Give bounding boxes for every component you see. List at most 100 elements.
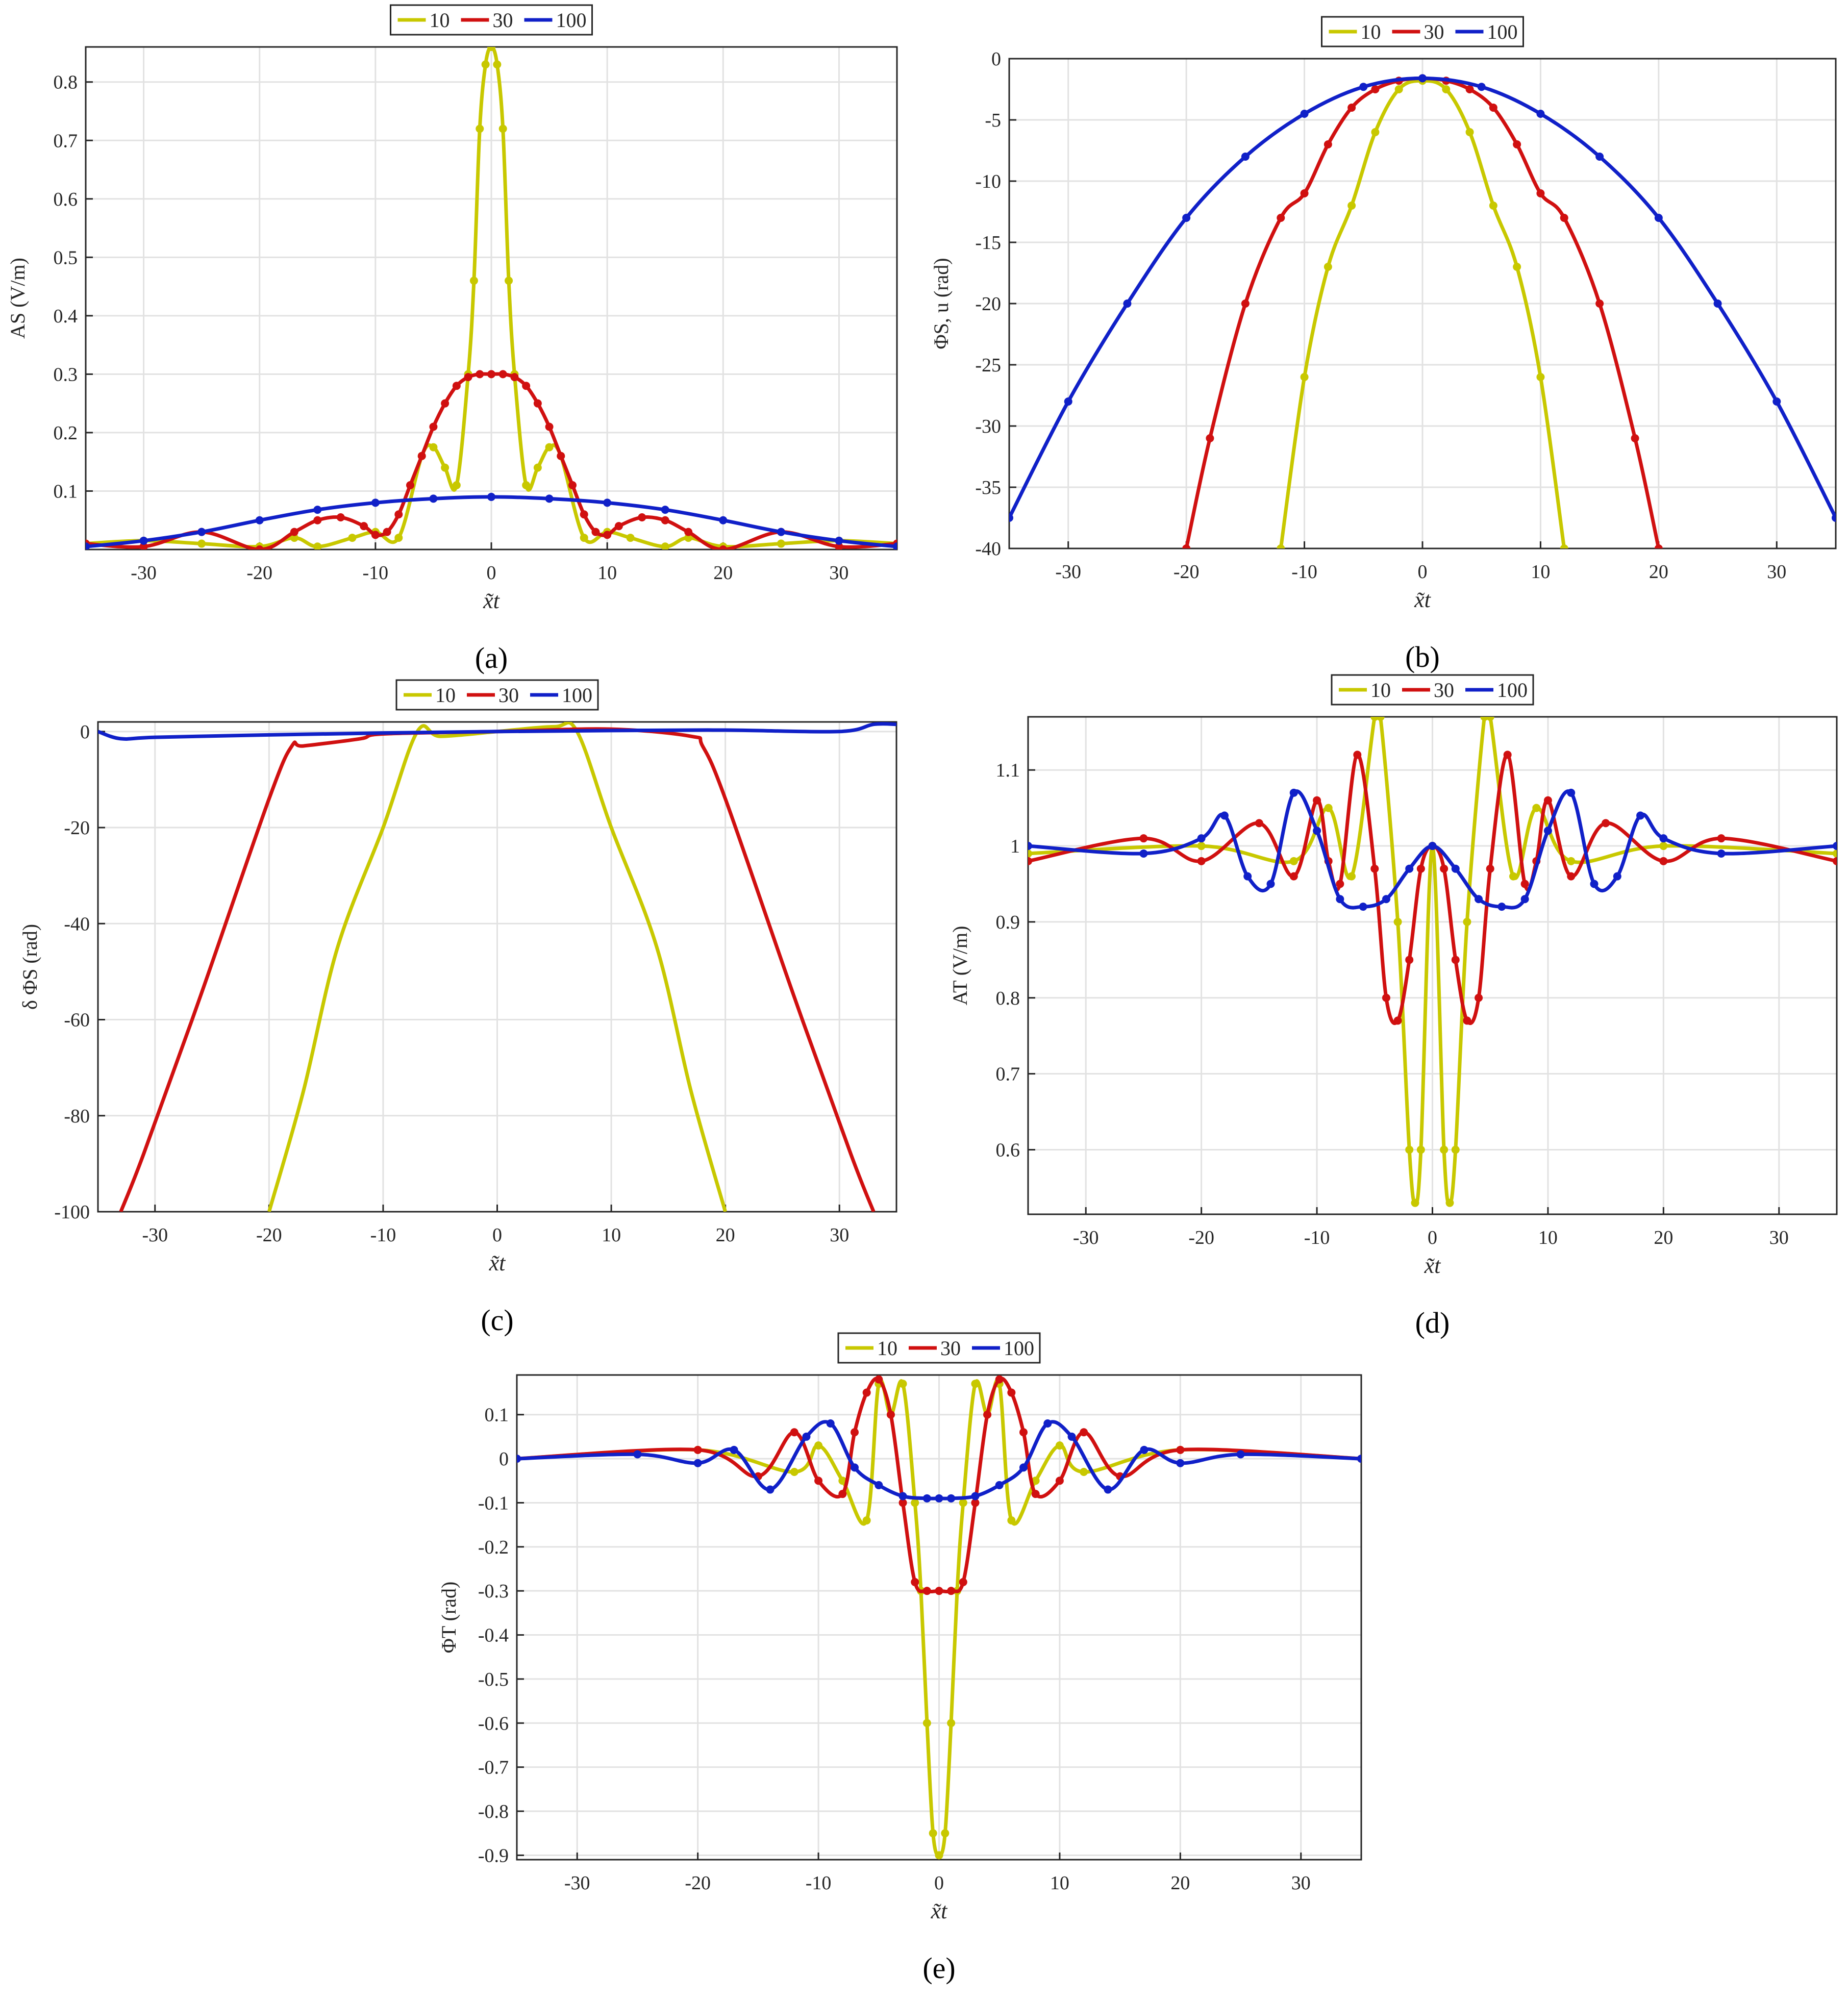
x-tick-label: 10 (1531, 561, 1550, 583)
data-point-30 (464, 373, 472, 382)
legend-label-10: 10 (877, 1337, 897, 1360)
data-point-30 (995, 1375, 1004, 1384)
x-tick-label: 20 (716, 1224, 735, 1246)
data-point-10 (1300, 373, 1309, 381)
data-point-100 (1405, 864, 1414, 873)
data-point-100 (1713, 299, 1722, 308)
x-axis-label: x̃t (1414, 587, 1432, 612)
data-point-10 (1465, 128, 1474, 136)
data-point-30 (360, 522, 368, 531)
data-point-10 (1833, 849, 1837, 858)
panel-label: (b) (1405, 640, 1440, 673)
data-point-30 (790, 1428, 798, 1437)
x-tick-label: 20 (1649, 561, 1668, 583)
legend-label-10: 10 (435, 684, 456, 707)
legend: 10 30 100 (395, 679, 599, 711)
y-tick-label: -30 (975, 416, 1001, 437)
data-point-100 (693, 1459, 702, 1467)
data-point-30 (557, 452, 565, 460)
legend-label-100: 100 (556, 9, 587, 32)
data-point-30 (911, 1578, 919, 1586)
data-point-10 (505, 277, 513, 285)
data-point-100 (1477, 83, 1486, 91)
data-point-100 (545, 494, 554, 503)
data-point-100 (1536, 110, 1545, 118)
data-point-30 (1080, 1428, 1088, 1437)
data-point-100 (1475, 895, 1483, 904)
series-line-100 (98, 722, 896, 741)
x-tick-label: -20 (1188, 1227, 1214, 1248)
data-point-10 (838, 1477, 847, 1485)
data-point-30 (1370, 864, 1379, 873)
x-axis-label: x̃t (489, 1250, 507, 1275)
data-point-30 (568, 481, 577, 490)
data-point-30 (1300, 189, 1309, 197)
data-point-10 (498, 124, 507, 133)
data-point-10 (1442, 85, 1451, 93)
y-axis-label: AT (V/m) (948, 926, 971, 1006)
data-point-100 (487, 492, 495, 501)
data-point-10 (481, 60, 490, 69)
data-point-10 (1323, 263, 1332, 271)
x-tick-label: -20 (1173, 561, 1200, 583)
data-point-30 (533, 399, 542, 408)
data-point-30 (959, 1578, 967, 1586)
x-tick-label: -10 (806, 1872, 832, 1894)
x-tick-label: 10 (597, 562, 617, 584)
y-tick-label: -100 (54, 1202, 90, 1223)
data-point-100 (1123, 299, 1132, 308)
data-point-10 (929, 1829, 937, 1838)
data-point-30 (1241, 299, 1250, 308)
plot-area (1028, 717, 1837, 1207)
data-point-30 (1336, 880, 1344, 888)
data-point-10 (1532, 804, 1541, 812)
data-point-30 (1255, 819, 1263, 828)
data-point-30 (1277, 214, 1285, 222)
y-tick-label: -20 (975, 293, 1001, 315)
x-tick-label: -30 (1055, 561, 1081, 583)
data-point-100 (1043, 1419, 1052, 1428)
data-point-30 (545, 422, 554, 431)
data-point-100 (947, 1494, 956, 1503)
data-point-10 (533, 463, 542, 472)
data-point-100 (1104, 1485, 1112, 1494)
x-tick-label: 0 (934, 1872, 944, 1894)
data-point-100 (1336, 895, 1344, 904)
y-tick-label: 0.1 (485, 1405, 509, 1426)
data-point-30 (1717, 834, 1726, 843)
data-point-10 (1007, 1516, 1016, 1524)
data-point-30 (452, 382, 461, 390)
data-point-10 (545, 443, 554, 452)
x-tick-label: -30 (1073, 1227, 1099, 1248)
data-point-30 (875, 1375, 883, 1384)
data-point-30 (394, 510, 403, 519)
data-point-100 (995, 1481, 1004, 1489)
x-tick-label: 20 (1170, 1872, 1190, 1894)
panel-label: (e) (922, 1952, 955, 1985)
y-tick-label: -0.5 (478, 1669, 509, 1690)
data-point-100 (1067, 1432, 1076, 1441)
data-point-10 (1463, 917, 1471, 926)
data-point-100 (922, 1494, 931, 1503)
chart-panel-b: -30 -20 -10 0 10 20 30 0 -5 -10 -15 -20 -25 -30 -35 -40… (930, 16, 1837, 673)
x-axis-label: x̃t (1424, 1253, 1442, 1278)
x-tick-label: -30 (131, 562, 157, 584)
data-point-30 (441, 399, 449, 408)
data-point-100 (730, 1445, 738, 1454)
data-point-100 (1028, 842, 1032, 851)
data-point-10 (1080, 1468, 1088, 1476)
legend-label-100: 100 (1487, 20, 1518, 43)
data-point-30 (1371, 85, 1380, 93)
data-point-100 (719, 516, 728, 524)
data-point-10 (777, 539, 785, 548)
chart-panel-d: -30 -20 -10 0 10 20 30 0.6 0.7 0.8 0.9 1 1.1 x̃t AT (V… (948, 674, 1838, 1339)
panel-label: (d) (1415, 1306, 1450, 1339)
data-point-30 (898, 1498, 907, 1507)
data-point-100 (1832, 514, 1836, 522)
data-point-100 (1595, 153, 1604, 161)
plot-area (86, 47, 897, 549)
data-point-10 (922, 1719, 931, 1728)
data-point-30 (1451, 956, 1460, 964)
data-point-30 (255, 545, 264, 549)
data-point-100 (1772, 397, 1781, 406)
